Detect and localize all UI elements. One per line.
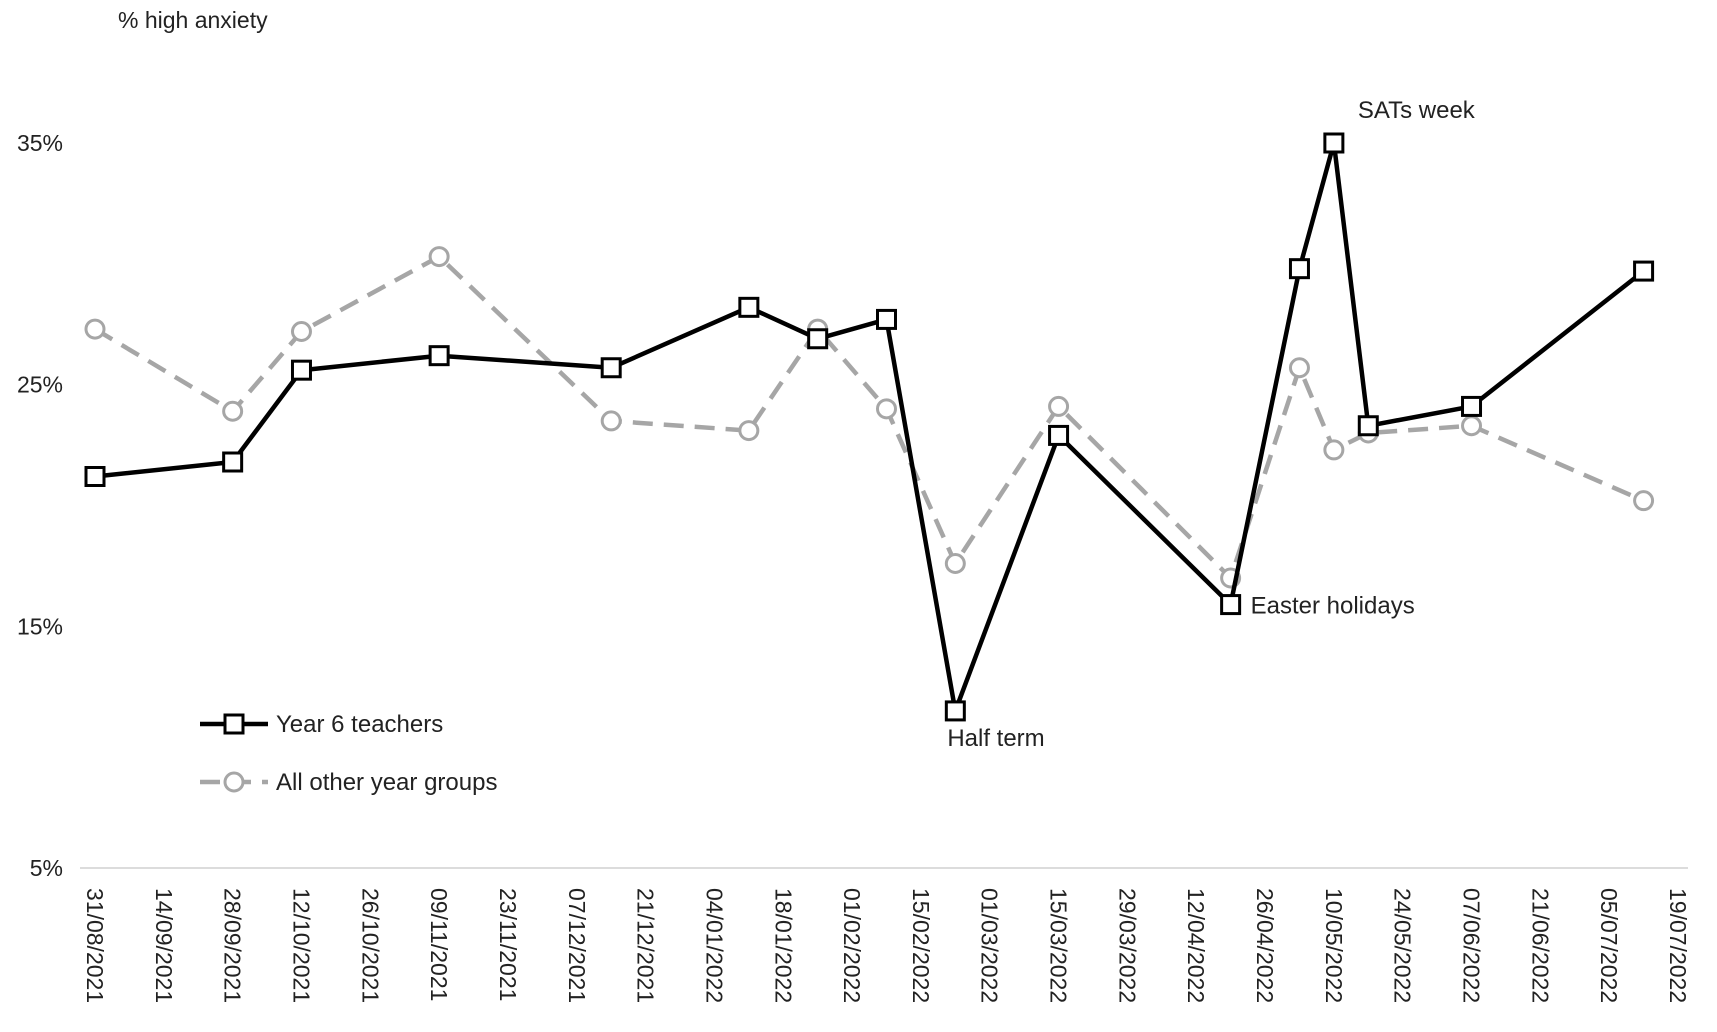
data-point [738, 296, 760, 318]
x-tick-label: 18/01/2022 [770, 888, 796, 1003]
x-tick-label: 04/01/2022 [701, 888, 727, 1003]
legend-label: Year 6 teachers [276, 711, 443, 738]
x-tick-label: 28/09/2021 [220, 888, 246, 1003]
x-tick-label: 05/07/2022 [1596, 888, 1622, 1003]
data-point [1048, 424, 1070, 446]
data-point [1288, 357, 1310, 379]
data-point [1323, 439, 1345, 461]
series-year-6-teachers [84, 132, 1655, 722]
data-point [738, 420, 760, 442]
x-tick-label: 14/09/2021 [151, 888, 177, 1003]
series-all-other-year-groups [84, 246, 1655, 589]
legend-label: All other year groups [276, 769, 497, 796]
x-tick-label: 29/03/2022 [1114, 888, 1140, 1003]
data-point [222, 451, 244, 473]
data-point [290, 359, 312, 381]
y-tick-label: 25% [17, 372, 63, 398]
data-point [84, 318, 106, 340]
legend-item: Year 6 teachers [200, 711, 443, 738]
data-point [944, 553, 966, 574]
data-point [944, 700, 966, 722]
x-tick-label: 19/07/2022 [1665, 888, 1691, 1003]
x-tick-label: 15/02/2022 [908, 888, 934, 1003]
data-point [600, 410, 622, 432]
x-tick-label: 26/10/2021 [357, 888, 383, 1003]
x-tick-label: 31/08/2021 [82, 888, 108, 1003]
data-point [807, 328, 829, 350]
x-tick-label: 09/11/2021 [426, 888, 452, 1001]
data-point [1288, 258, 1310, 280]
y-tick-label: 5% [30, 855, 63, 881]
series-layer [84, 132, 1655, 722]
data-point [1220, 594, 1242, 616]
x-tick-label: 07/06/2022 [1459, 888, 1485, 1003]
data-point [428, 345, 450, 367]
data-point [1633, 490, 1655, 512]
x-tick-label: 24/05/2022 [1390, 888, 1416, 1003]
legend-marker [223, 771, 245, 793]
data-point [876, 308, 897, 330]
annotation-label: Half term [947, 725, 1044, 752]
legend-item: All other year groups [200, 769, 497, 796]
x-tick-label: 21/06/2022 [1527, 888, 1553, 1003]
annotation-label: Easter holidays [1251, 593, 1415, 620]
legend: Year 6 teachers All other year groups [200, 711, 497, 796]
x-tick-label: 12/10/2021 [288, 888, 314, 1003]
y-tick-label: 15% [17, 613, 63, 639]
data-point [1461, 395, 1483, 417]
annotations: SATs week Easter holidays Half term [947, 97, 1475, 752]
x-tick-label: 26/04/2022 [1252, 888, 1278, 1003]
x-tick-label: 12/04/2022 [1183, 888, 1209, 1003]
x-tick-label: 21/12/2021 [633, 888, 659, 1003]
legend-marker [223, 713, 245, 735]
data-point [1461, 415, 1483, 437]
data-point [1357, 415, 1379, 437]
x-tick-label: 01/02/2022 [839, 888, 865, 1003]
y-axis-ticks: 5% 15% 25% 35% [17, 130, 63, 881]
data-point [222, 400, 244, 422]
series-line [94, 140, 1645, 714]
annotation-label: SATs week [1358, 97, 1476, 124]
x-axis-ticks: 31/08/2021 14/09/2021 28/09/2021 12/10/2021… [82, 888, 1691, 1003]
data-point [1323, 132, 1345, 154]
x-tick-label: 01/03/2022 [977, 888, 1003, 1003]
y-tick-label: 35% [17, 130, 63, 156]
data-point [876, 398, 897, 420]
data-point [1633, 260, 1655, 282]
data-point [1048, 395, 1070, 417]
data-point [290, 321, 312, 342]
x-tick-label: 10/05/2022 [1321, 888, 1347, 1003]
series-line [93, 254, 1645, 581]
y-axis-label: % high anxiety [118, 7, 268, 33]
data-point [428, 246, 450, 268]
x-tick-label: 07/12/2021 [564, 888, 590, 1003]
data-point [84, 466, 106, 487]
x-tick-label: 15/03/2022 [1046, 888, 1072, 1003]
data-point [600, 357, 622, 379]
x-tick-label: 23/11/2021 [495, 888, 521, 1001]
